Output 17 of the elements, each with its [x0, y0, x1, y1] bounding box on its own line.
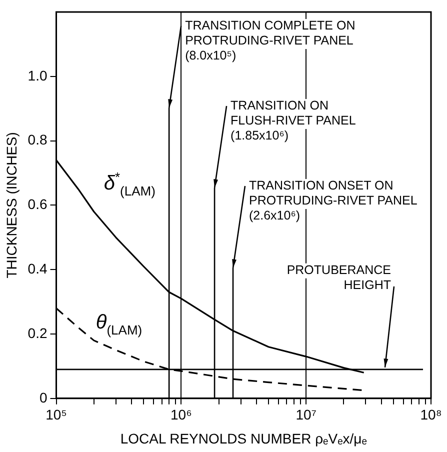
ref-line-label: TRANSITION ONSET ON PROTRUDING-RIVET PANEL (2.6x10⁶): [249, 178, 418, 223]
ref-line-label: TRANSITION ON FLUSH-RIVET PANEL (1.85x10⁶): [230, 98, 356, 143]
y-tick-label: 0: [39, 389, 48, 406]
x-axis-title: LOCAL REYNOLDS NUMBER ρₑVₑx/μₑ: [120, 430, 367, 446]
series-label: δ*(LAM): [104, 170, 156, 199]
ref-line-label: PROTUBERANCE HEIGHT: [286, 263, 392, 292]
y-axis-title: THICKNESS (INCHES): [3, 132, 20, 278]
y-tick-label: 0.6: [28, 196, 48, 212]
y-tick-label: 0.8: [28, 132, 48, 148]
x-tick-label: 10⁷: [296, 406, 316, 423]
y-tick-label: 0.2: [28, 324, 48, 341]
ref-line-label: TRANSITION COMPLETE ON PROTRUDING-RIVET PANEL (8.0x10⁵): [185, 18, 356, 63]
x-tick-label: 10⁸: [420, 406, 442, 423]
x-tick-label: 10⁵: [46, 406, 67, 423]
x-tick-label: 10⁶: [170, 406, 192, 423]
y-tick-label: 0.4: [28, 260, 48, 276]
y-tick-label: 1.0: [28, 67, 48, 84]
